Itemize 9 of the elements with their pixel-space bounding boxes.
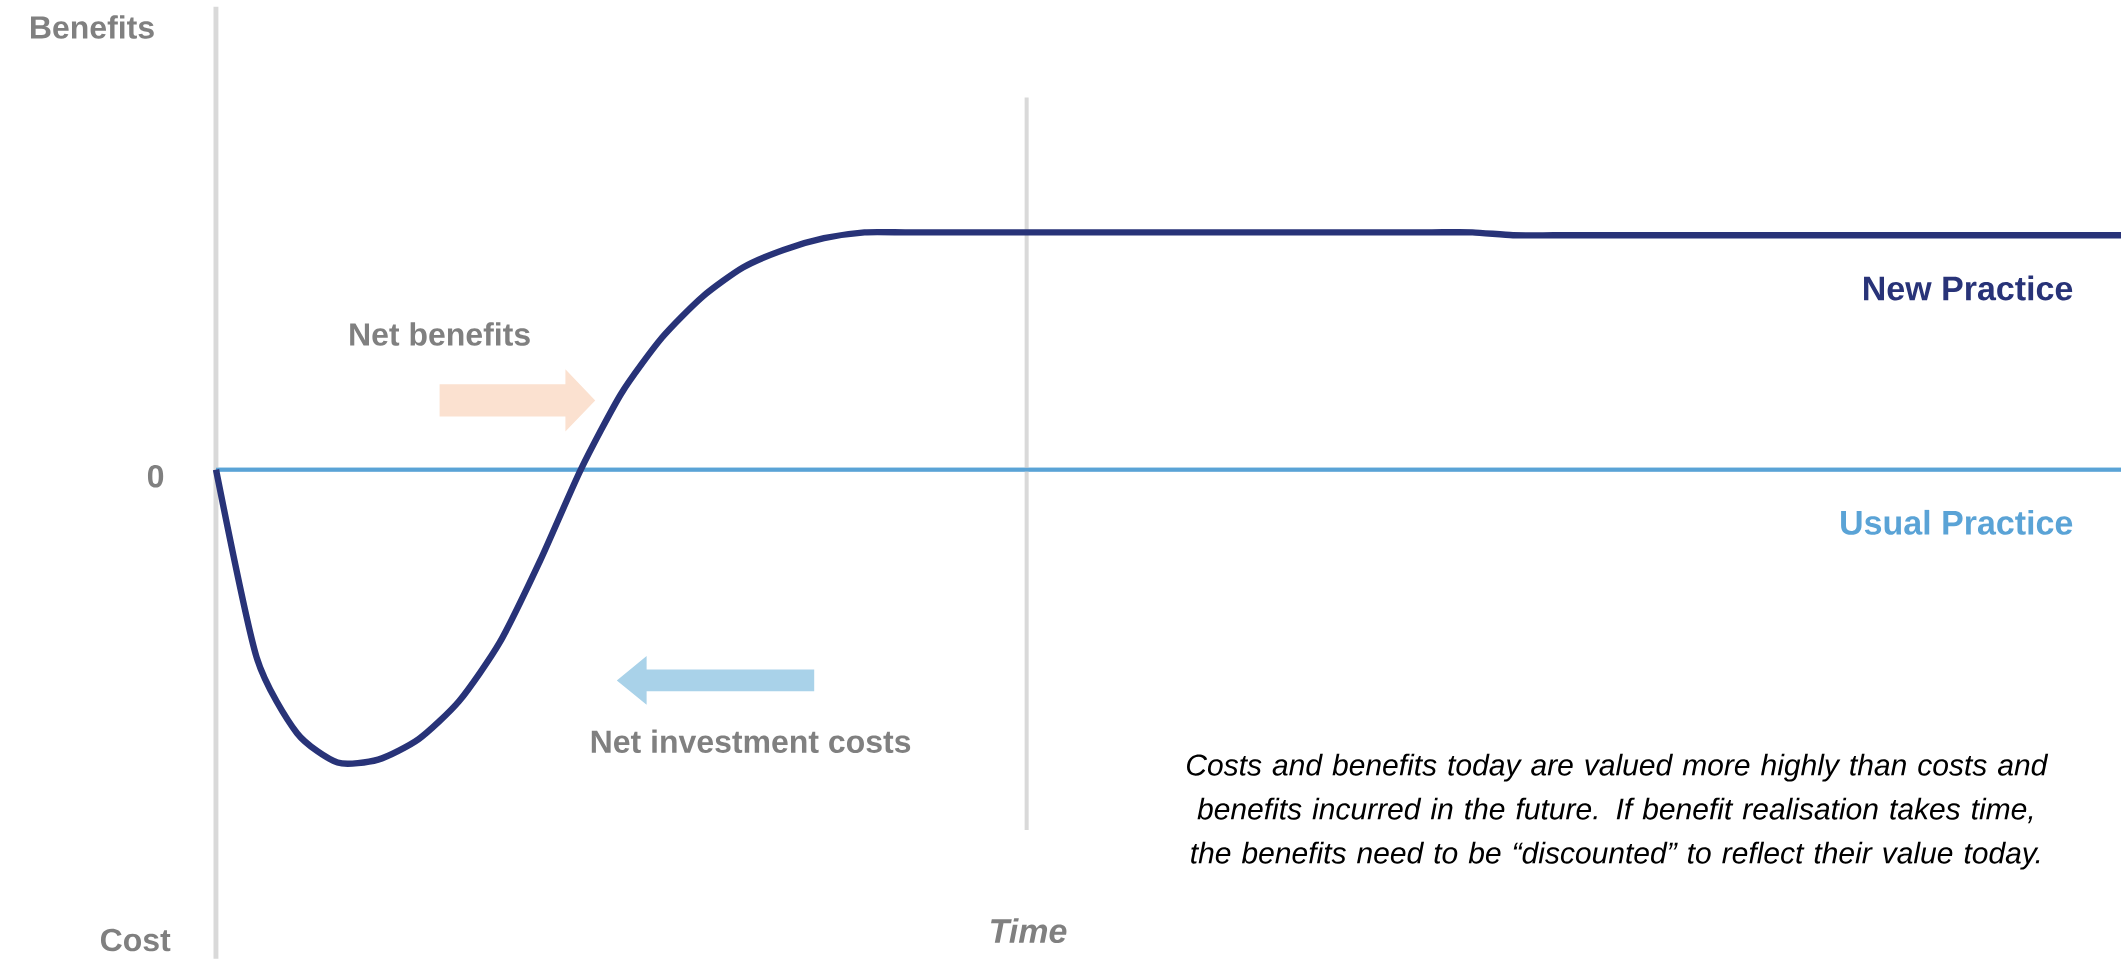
x-axis-title: Time xyxy=(991,918,1067,944)
annotation: Net investment costs xyxy=(591,729,911,753)
text: Benefits xyxy=(31,15,154,39)
ref-line-label: Usual Practice xyxy=(1841,509,2073,535)
annotation: Costs and benefits today are valued more highly than costs and benefits incurred in the future. If benefit realisation takes time, the benefits need to be “discounted” to reflect their value today. xyxy=(1187,753,2049,870)
text: 0 xyxy=(147,464,164,488)
text: Cost xyxy=(100,928,171,952)
annotation: Net benefits xyxy=(350,322,530,346)
series-label: New Practice xyxy=(1864,275,2073,301)
